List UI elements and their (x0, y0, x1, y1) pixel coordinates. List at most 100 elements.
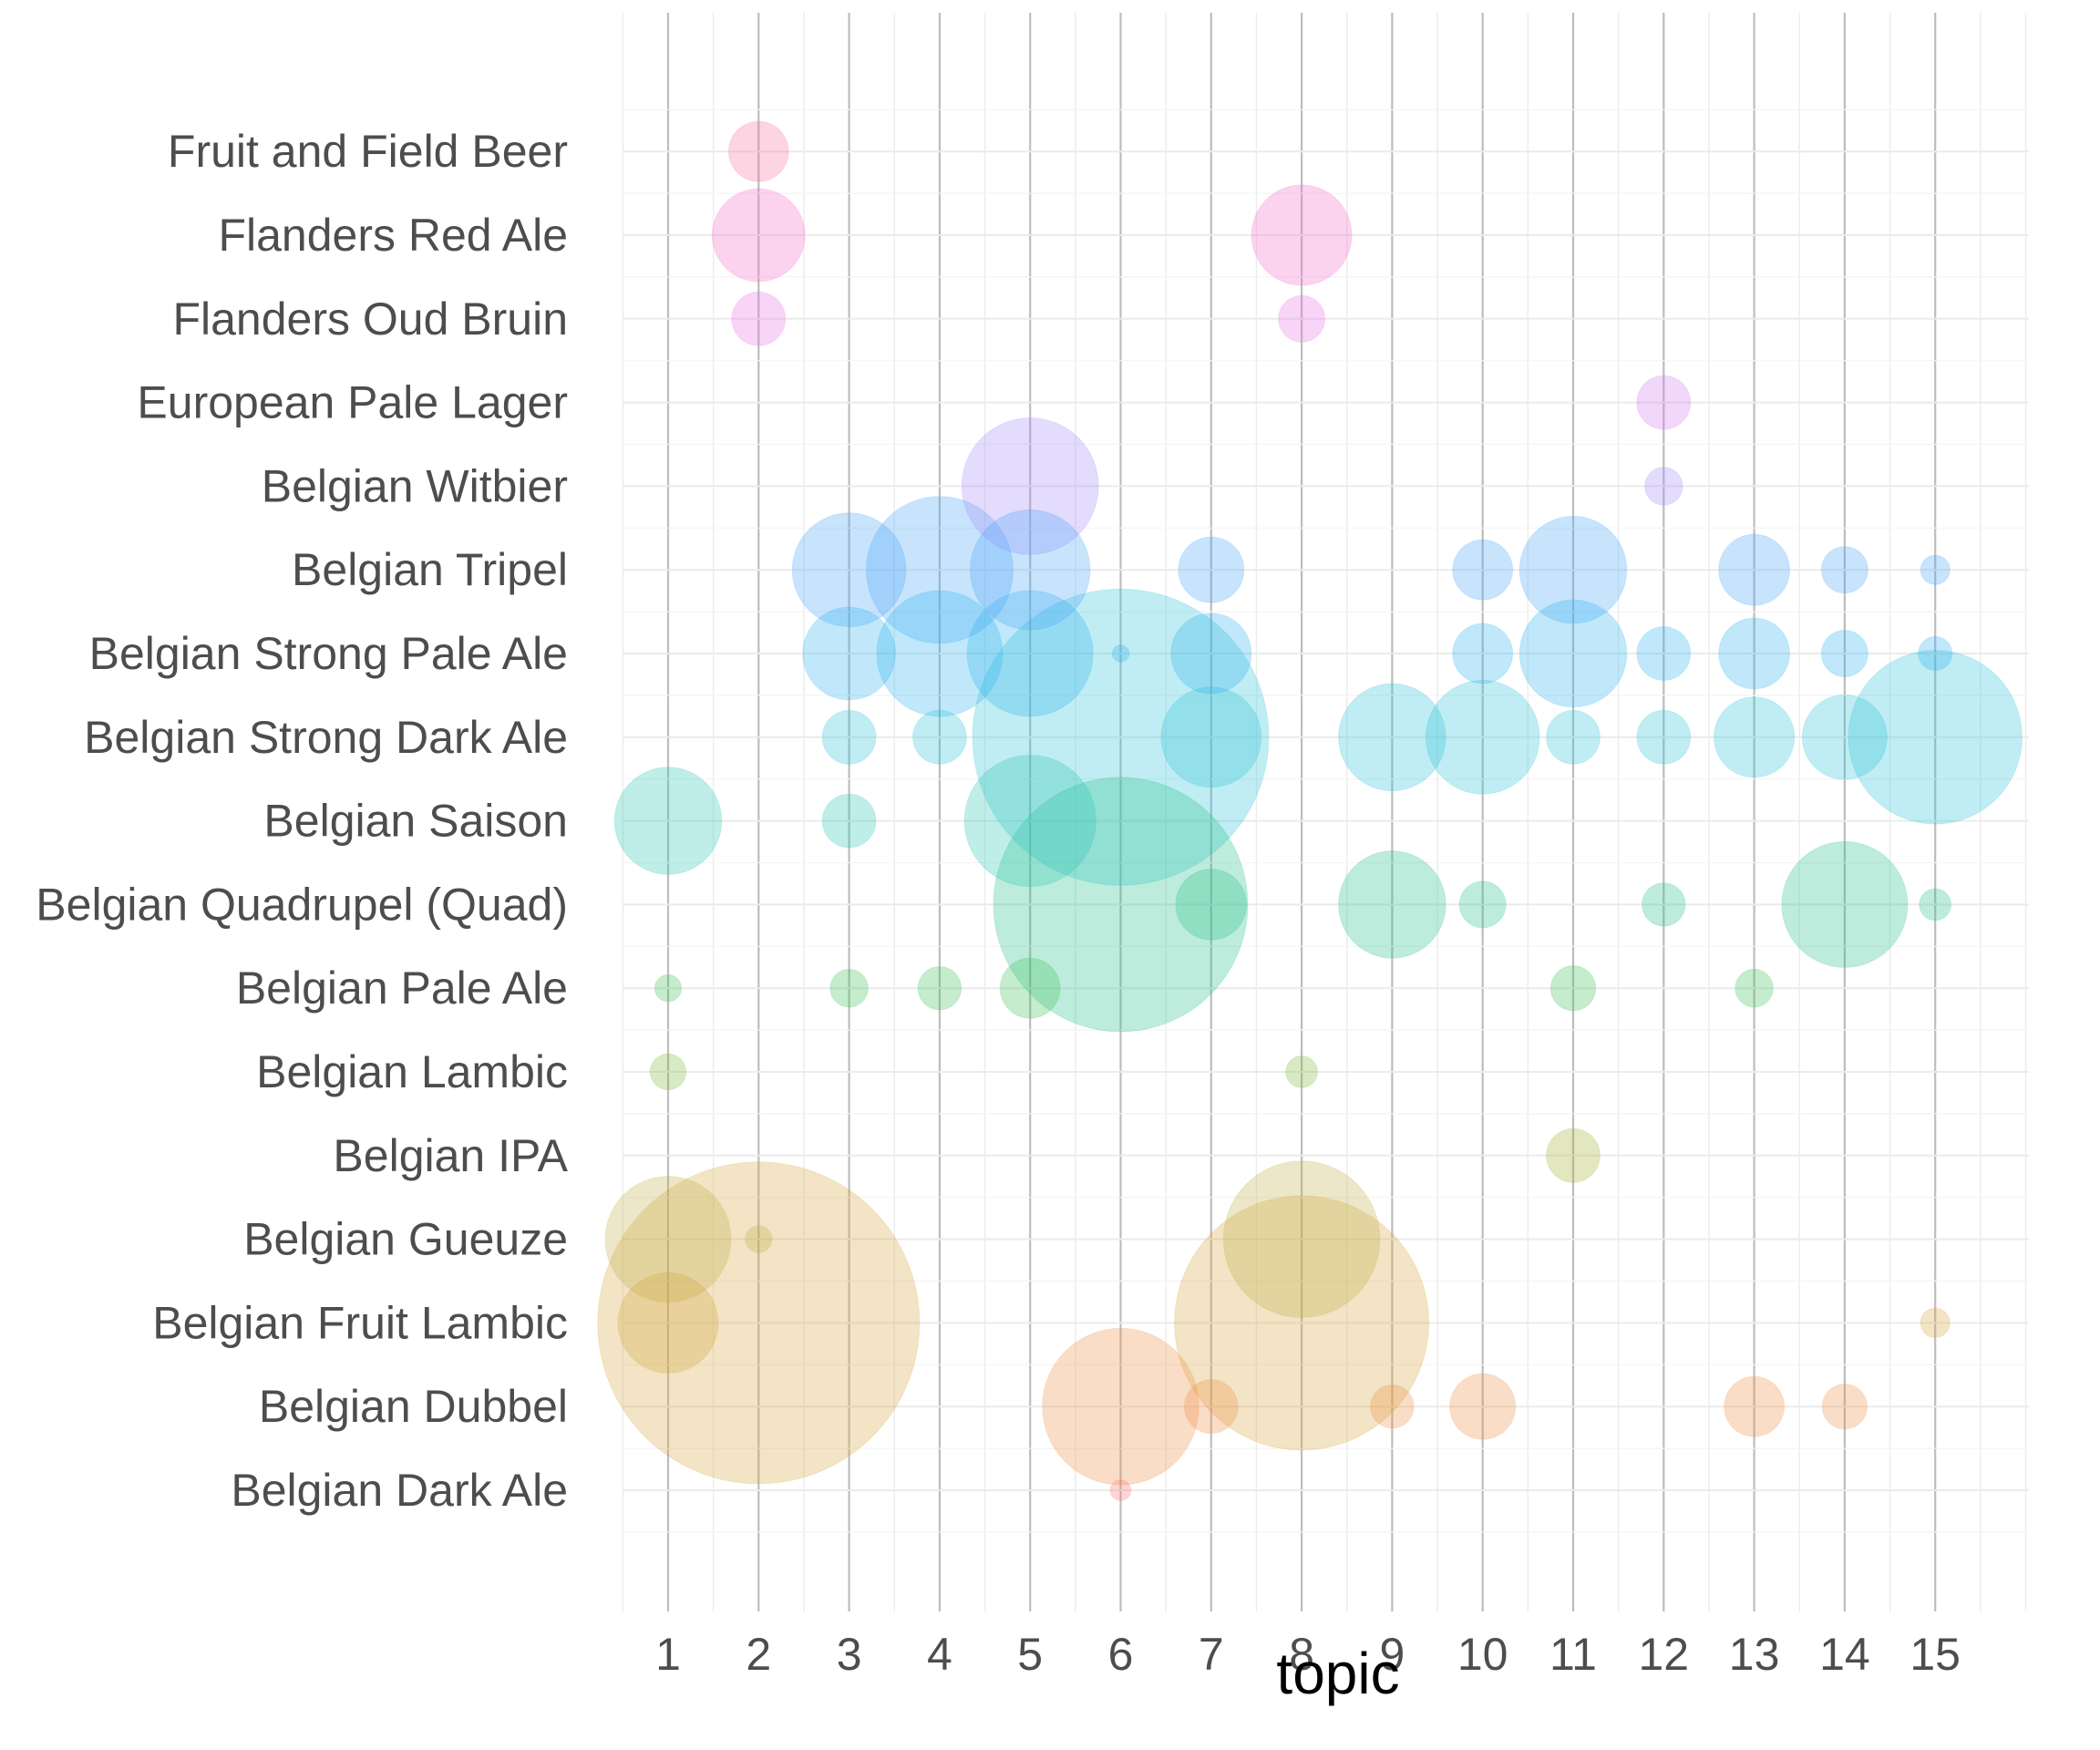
bubble-point (1724, 1375, 1785, 1437)
x-tick-label: 11 (1549, 1629, 1597, 1680)
y-tick-label: Belgian Pale Ale (236, 962, 568, 1014)
x-axis-ticks: 1 2 3 4 5 6 7 8 9 10 11 12 13 14 15 (655, 1629, 1961, 1680)
bubble-point (1636, 709, 1692, 765)
bubble-point (969, 509, 1091, 631)
y-tick-label: Belgian Quadrupel (Quad) (36, 879, 568, 930)
x-tick-label: 7 (1199, 1629, 1224, 1680)
bubble-point (1718, 533, 1790, 606)
x-tick-label: 9 (1379, 1629, 1405, 1680)
bubble-point (1449, 1373, 1517, 1440)
y-tick-label: Flanders Red Ale (218, 210, 568, 261)
bubble-point (1338, 683, 1446, 792)
y-tick-label: Belgian Tripel (292, 544, 568, 595)
bubble-point (1178, 536, 1245, 603)
bubble-point (966, 590, 1094, 717)
bubble-point (802, 606, 896, 701)
bubble-point (1735, 968, 1774, 1008)
bubble-point (617, 1271, 719, 1374)
y-tick-label: Flanders Oud Bruin (172, 293, 568, 345)
bubble-point (1278, 294, 1326, 343)
bubble-point (1251, 184, 1353, 286)
bubble-point (711, 188, 806, 283)
x-tick-label: 10 (1457, 1629, 1508, 1680)
y-tick-label: Belgian Gueuze (243, 1214, 568, 1265)
y-tick-label: European Pale Lager (137, 377, 568, 428)
bubble-point (961, 417, 1099, 555)
bubble-point (993, 777, 1249, 1033)
bubble-point (1160, 686, 1262, 788)
y-tick-label: Belgian Strong Pale Ale (89, 628, 568, 679)
x-tick-label: 1 (655, 1629, 681, 1680)
bubble-point (999, 957, 1061, 1019)
bubble-point (1546, 709, 1601, 765)
y-tick-label: Belgian Witbier (262, 460, 568, 511)
x-tick-label: 6 (1108, 1629, 1134, 1680)
x-tick-label: 14 (1819, 1629, 1870, 1680)
bubble-point (1919, 888, 1952, 921)
bubble-point (821, 793, 877, 849)
bubble-point (1458, 880, 1507, 929)
bubble-point (1425, 679, 1540, 795)
y-tick-label: Fruit and Field Beer (168, 126, 568, 177)
bubble-point (1170, 612, 1252, 695)
bubble-point (1644, 467, 1683, 506)
bubble-point (1820, 630, 1868, 677)
y-tick-label: Belgian Fruit Lambic (152, 1297, 568, 1348)
bubble-point (604, 1176, 732, 1303)
bubble-point (1175, 869, 1248, 941)
bubble-point (1518, 515, 1628, 624)
bubble-point (731, 291, 787, 346)
bubble-point (1801, 694, 1888, 780)
x-tick-label: 13 (1729, 1629, 1780, 1680)
y-axis-labels: Belgian Dark Ale Belgian Dubbel Belgian Fr… (36, 126, 568, 1516)
bubble-point (917, 966, 962, 1011)
x-axis-title: topic (1276, 1641, 1399, 1706)
y-tick-label: Belgian Lambic (256, 1046, 568, 1097)
bubble-point (791, 512, 907, 628)
x-tick-label: 15 (1910, 1629, 1961, 1680)
bubble-point (1820, 546, 1868, 594)
grid (622, 13, 2029, 1611)
bubble-point (654, 974, 683, 1003)
bubble-point (1781, 840, 1909, 968)
bubble-point (1222, 1160, 1381, 1318)
bubble-point (1338, 850, 1446, 959)
y-tick-label: Belgian Strong Dark Ale (84, 712, 568, 763)
bubble-point (1920, 554, 1951, 585)
bubble-point (972, 588, 1270, 886)
bubble-point (727, 120, 789, 182)
bubble-point (613, 767, 723, 875)
bubble-point (1111, 644, 1130, 663)
bubble-point (597, 1161, 921, 1485)
x-tick-label: 12 (1638, 1629, 1689, 1680)
x-tick-label: 4 (927, 1629, 952, 1680)
bubble-point (1174, 1195, 1430, 1451)
bubble-point (829, 968, 869, 1008)
bubble-point (821, 709, 877, 765)
y-tick-label: Belgian Dubbel (259, 1381, 568, 1432)
bubble-point (1452, 539, 1514, 601)
bubbles (597, 120, 2023, 1501)
bubble-point (1285, 1055, 1318, 1088)
x-tick-label: 2 (746, 1629, 771, 1680)
bubble-point (1918, 635, 1953, 672)
bubble-point (1718, 617, 1790, 690)
bubble-point (745, 1225, 773, 1253)
y-tick-label: Belgian Dark Ale (231, 1465, 568, 1516)
x-tick-label: 8 (1289, 1629, 1314, 1680)
bubble-point (1452, 623, 1514, 685)
bubble-point (649, 1053, 687, 1091)
bubble-point (1183, 1379, 1239, 1435)
bubble-point (1636, 626, 1692, 681)
bubble-point (1714, 696, 1796, 778)
bubble-point (1546, 1127, 1601, 1183)
bubble-point (1848, 650, 2023, 825)
bubble-point (1920, 1307, 1951, 1339)
bubble-point (1109, 1479, 1132, 1501)
y-tick-label: Belgian IPA (333, 1130, 568, 1181)
bubble-point (1042, 1327, 1199, 1486)
bubble-point (912, 709, 967, 765)
bubble-point (1642, 882, 1686, 927)
bubble-point (876, 590, 1004, 717)
